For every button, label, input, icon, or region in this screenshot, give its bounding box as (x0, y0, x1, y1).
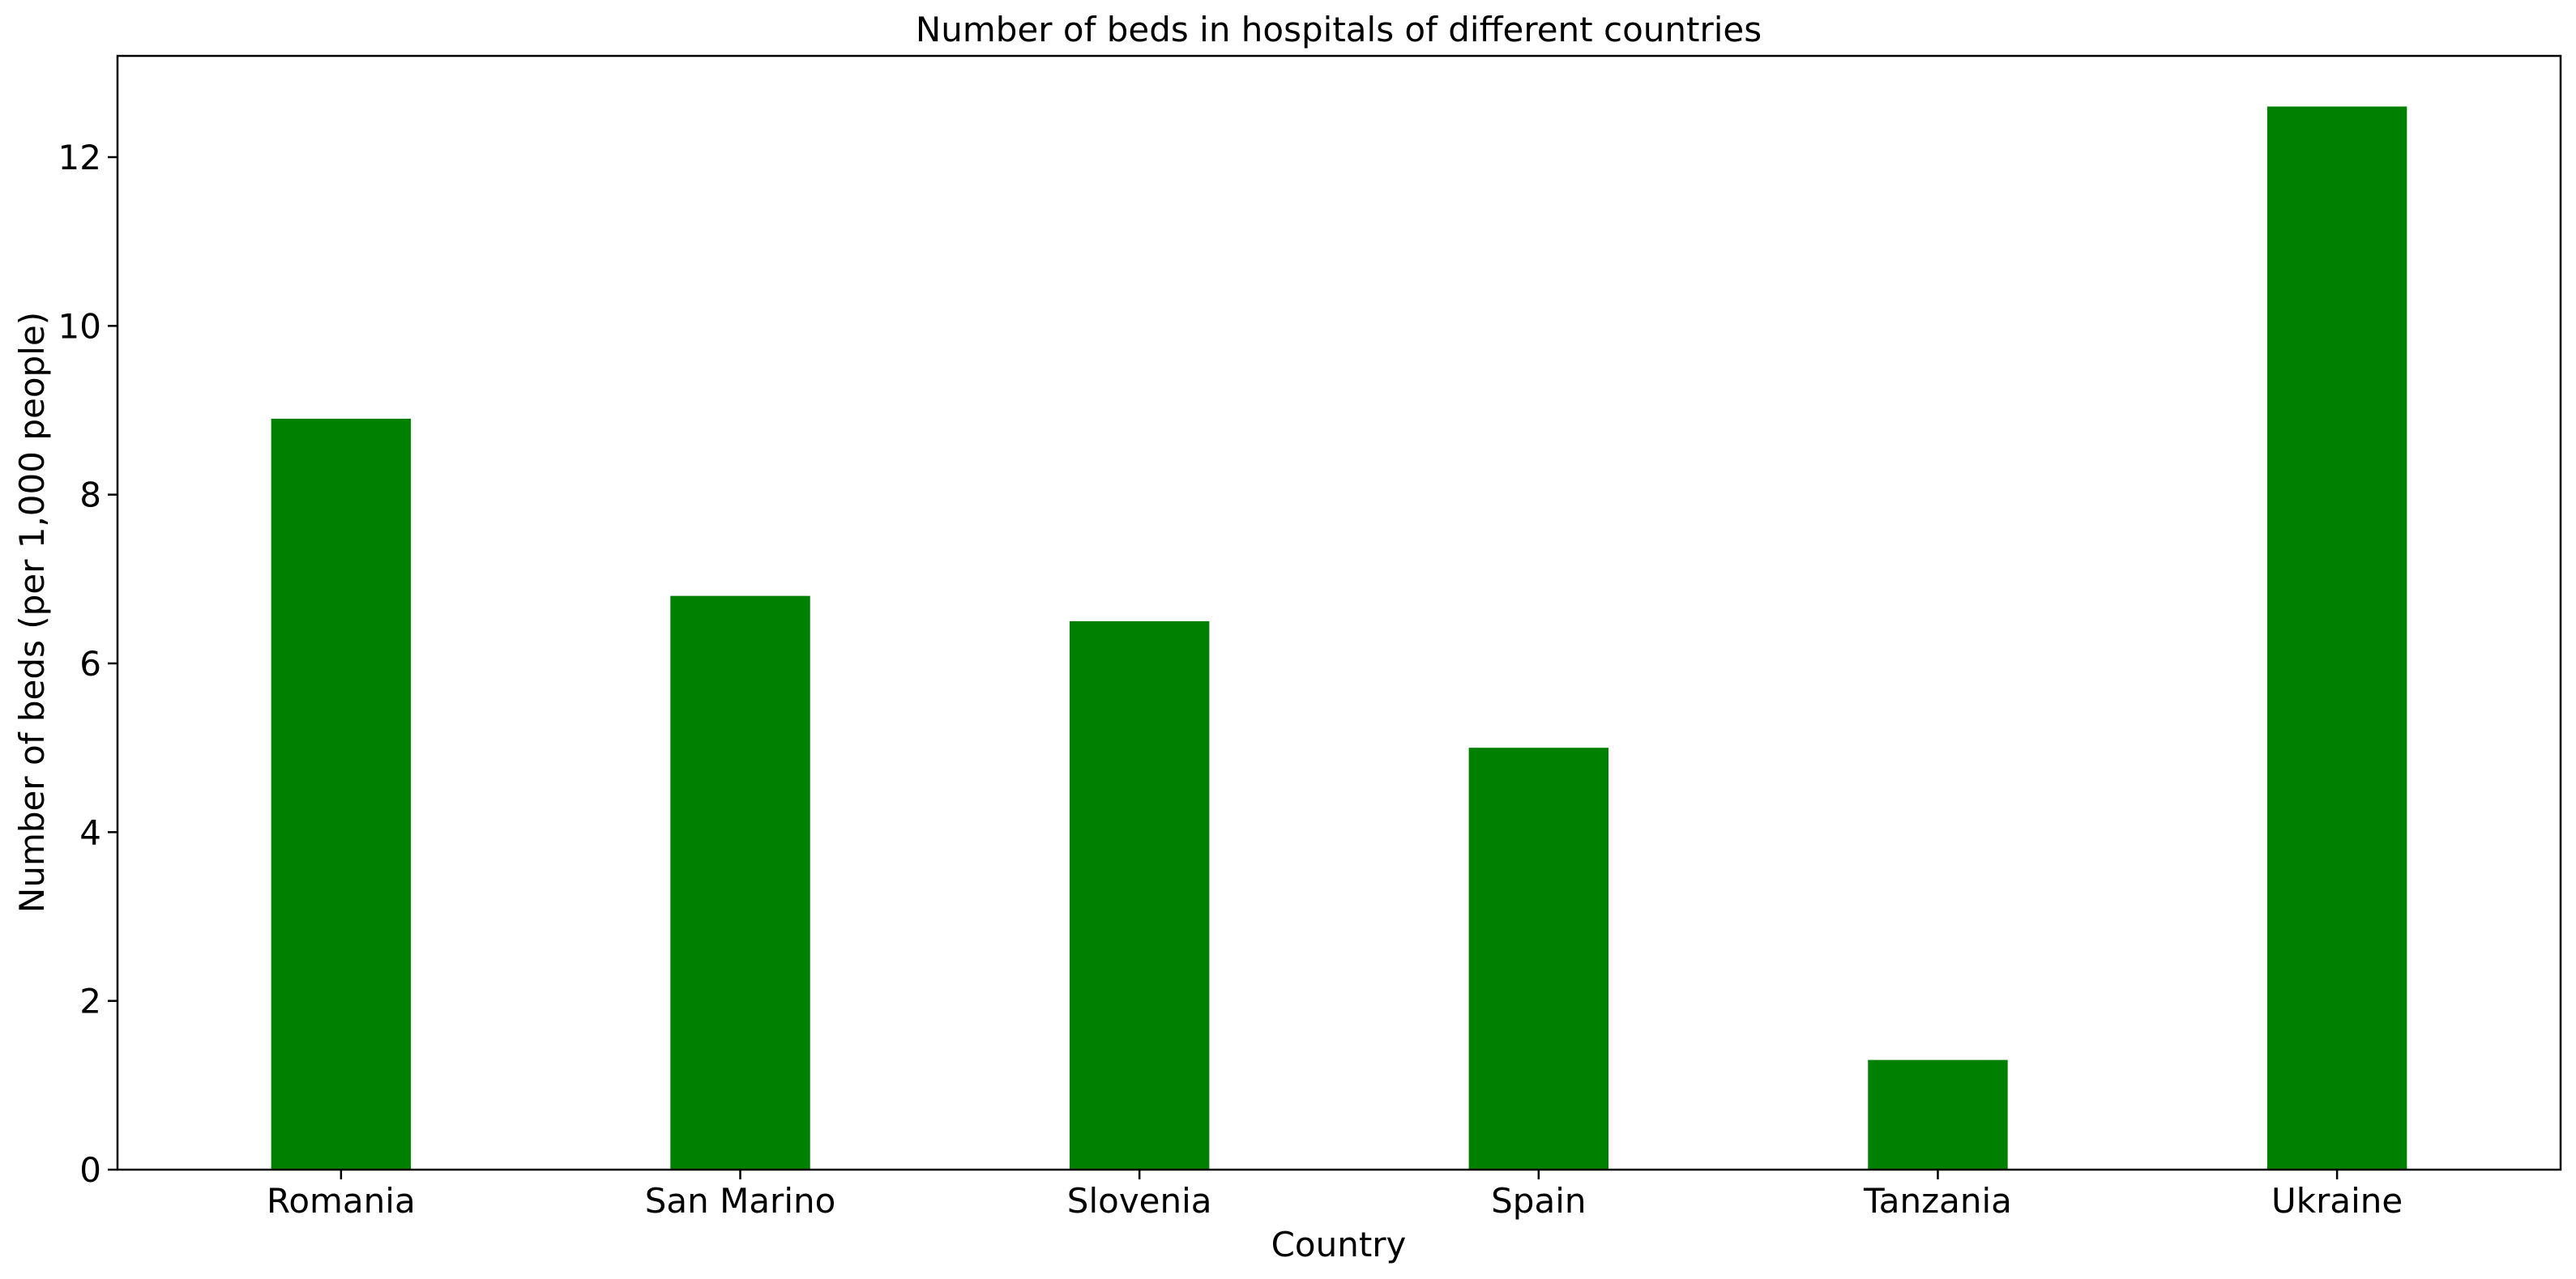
x-tick-label: Tanzania (1863, 1181, 2012, 1221)
x-tick-label: Spain (1491, 1181, 1586, 1221)
bar-romania (271, 418, 412, 1170)
x-axis-label: Country (1271, 1225, 1407, 1264)
bar-ukraine (2266, 106, 2407, 1170)
bar-tanzania (1868, 1059, 2008, 1170)
bar-san-marino (670, 595, 810, 1170)
x-tick-label: Slovenia (1067, 1181, 1212, 1221)
x-tick-label: Ukraine (2271, 1181, 2403, 1221)
bar-spain (1468, 748, 1609, 1170)
x-tick-label: San Marino (645, 1181, 836, 1221)
bars-layer (271, 106, 2407, 1170)
ticks-layer: Romania San Marino Slovenia Spain Tanzania Uk… (58, 138, 2403, 1221)
y-axis-label: Number of beds (per 1,000 people) (12, 312, 52, 913)
y-tick-label: 0 (79, 1150, 101, 1190)
y-tick-label: 2 (79, 982, 101, 1021)
plot-frame (116, 54, 2562, 1171)
y-tick-label: 10 (58, 306, 101, 346)
x-tick-label: Romania (267, 1181, 416, 1221)
y-tick-label: 12 (58, 138, 101, 177)
bar-slovenia (1069, 620, 1210, 1170)
chart-title: Number of beds in hospitals of different… (916, 10, 1762, 49)
y-tick-label: 6 (79, 644, 101, 684)
y-tick-label: 8 (79, 475, 101, 515)
y-tick-label: 4 (79, 812, 101, 852)
